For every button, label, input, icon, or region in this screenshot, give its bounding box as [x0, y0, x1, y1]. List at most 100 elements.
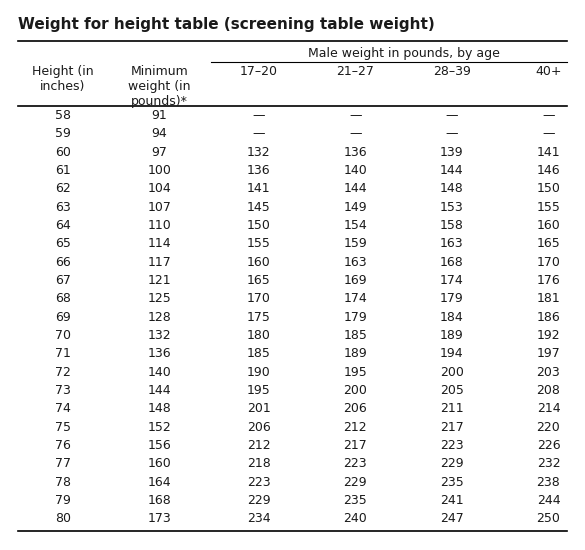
Text: 144: 144 — [440, 164, 464, 177]
Text: 181: 181 — [536, 292, 560, 305]
Text: 117: 117 — [147, 256, 171, 268]
Text: 217: 217 — [343, 439, 367, 452]
Text: 78: 78 — [55, 476, 71, 488]
Text: 132: 132 — [247, 146, 271, 158]
Text: 195: 195 — [343, 366, 367, 378]
Text: Male weight in pounds, by age: Male weight in pounds, by age — [308, 47, 500, 60]
Text: 220: 220 — [536, 421, 560, 433]
Text: 192: 192 — [536, 329, 560, 342]
Text: 59: 59 — [55, 127, 71, 140]
Text: 125: 125 — [147, 292, 171, 305]
Text: 140: 140 — [343, 164, 367, 177]
Text: 174: 174 — [440, 274, 464, 287]
Text: 158: 158 — [440, 219, 464, 232]
Text: 194: 194 — [440, 347, 464, 360]
Text: 91: 91 — [152, 109, 167, 122]
Text: 229: 229 — [247, 494, 271, 507]
Text: 190: 190 — [247, 366, 271, 378]
Text: 156: 156 — [147, 439, 171, 452]
Text: 238: 238 — [536, 476, 560, 488]
Text: Minimum
weight (in
pounds)*: Minimum weight (in pounds)* — [128, 65, 191, 108]
Text: 67: 67 — [55, 274, 71, 287]
Text: —: — — [446, 109, 458, 122]
Text: 218: 218 — [247, 457, 271, 470]
Text: —: — — [542, 109, 555, 122]
Text: 136: 136 — [147, 347, 171, 360]
Text: 60: 60 — [55, 146, 71, 158]
Text: 223: 223 — [343, 457, 367, 470]
Text: 179: 179 — [440, 292, 464, 305]
Text: 159: 159 — [343, 237, 367, 250]
Text: 61: 61 — [55, 164, 71, 177]
Text: 250: 250 — [536, 513, 560, 525]
Text: 174: 174 — [343, 292, 367, 305]
Text: 165: 165 — [536, 237, 560, 250]
Text: 170: 170 — [247, 292, 271, 305]
Text: 69: 69 — [55, 311, 71, 323]
Text: 160: 160 — [147, 457, 171, 470]
Text: 212: 212 — [247, 439, 271, 452]
Text: 144: 144 — [343, 182, 367, 195]
Text: —: — — [349, 127, 362, 140]
Text: 73: 73 — [55, 384, 71, 397]
Text: 74: 74 — [55, 402, 71, 415]
Text: 114: 114 — [147, 237, 171, 250]
Text: —: — — [253, 127, 265, 140]
Text: 235: 235 — [343, 494, 367, 507]
Text: 175: 175 — [247, 311, 271, 323]
Text: 223: 223 — [247, 476, 271, 488]
Text: 217: 217 — [440, 421, 464, 433]
Text: 184: 184 — [440, 311, 464, 323]
Text: Weight for height table (screening table weight): Weight for height table (screening table… — [18, 16, 434, 31]
Text: 146: 146 — [536, 164, 560, 177]
Text: 223: 223 — [440, 439, 464, 452]
Text: —: — — [349, 109, 362, 122]
Text: 226: 226 — [536, 439, 560, 452]
Text: 63: 63 — [55, 201, 71, 213]
Text: 65: 65 — [55, 237, 71, 250]
Text: 168: 168 — [147, 494, 171, 507]
Text: —: — — [542, 127, 555, 140]
Text: 153: 153 — [440, 201, 464, 213]
Text: 189: 189 — [343, 347, 367, 360]
Text: 150: 150 — [536, 182, 560, 195]
Text: 169: 169 — [343, 274, 367, 287]
Text: 186: 186 — [536, 311, 560, 323]
Text: 145: 145 — [247, 201, 271, 213]
Text: 160: 160 — [536, 219, 560, 232]
Text: 121: 121 — [147, 274, 171, 287]
Text: 148: 148 — [440, 182, 464, 195]
Text: 179: 179 — [343, 311, 367, 323]
Text: 160: 160 — [247, 256, 271, 268]
Text: 212: 212 — [343, 421, 367, 433]
Text: 76: 76 — [55, 439, 71, 452]
Text: 201: 201 — [247, 402, 271, 415]
Text: 195: 195 — [247, 384, 271, 397]
Text: 132: 132 — [147, 329, 171, 342]
Text: 100: 100 — [147, 164, 171, 177]
Text: 185: 185 — [343, 329, 367, 342]
Text: —: — — [253, 109, 265, 122]
Text: 232: 232 — [536, 457, 560, 470]
Text: 247: 247 — [440, 513, 464, 525]
Text: 163: 163 — [440, 237, 464, 250]
Text: 208: 208 — [536, 384, 560, 397]
Text: 240: 240 — [343, 513, 367, 525]
Text: 173: 173 — [147, 513, 171, 525]
Text: 40+: 40+ — [535, 65, 562, 78]
Text: 58: 58 — [55, 109, 71, 122]
Text: 234: 234 — [247, 513, 271, 525]
Text: 75: 75 — [55, 421, 71, 433]
Text: 180: 180 — [247, 329, 271, 342]
Text: 68: 68 — [55, 292, 71, 305]
Text: 244: 244 — [536, 494, 560, 507]
Text: 97: 97 — [152, 146, 167, 158]
Text: 21–27: 21–27 — [336, 65, 374, 78]
Text: 241: 241 — [440, 494, 464, 507]
Text: 139: 139 — [440, 146, 464, 158]
Text: 185: 185 — [247, 347, 271, 360]
Text: 200: 200 — [343, 384, 367, 397]
Text: 168: 168 — [440, 256, 464, 268]
Text: 17–20: 17–20 — [240, 65, 278, 78]
Text: 206: 206 — [343, 402, 367, 415]
